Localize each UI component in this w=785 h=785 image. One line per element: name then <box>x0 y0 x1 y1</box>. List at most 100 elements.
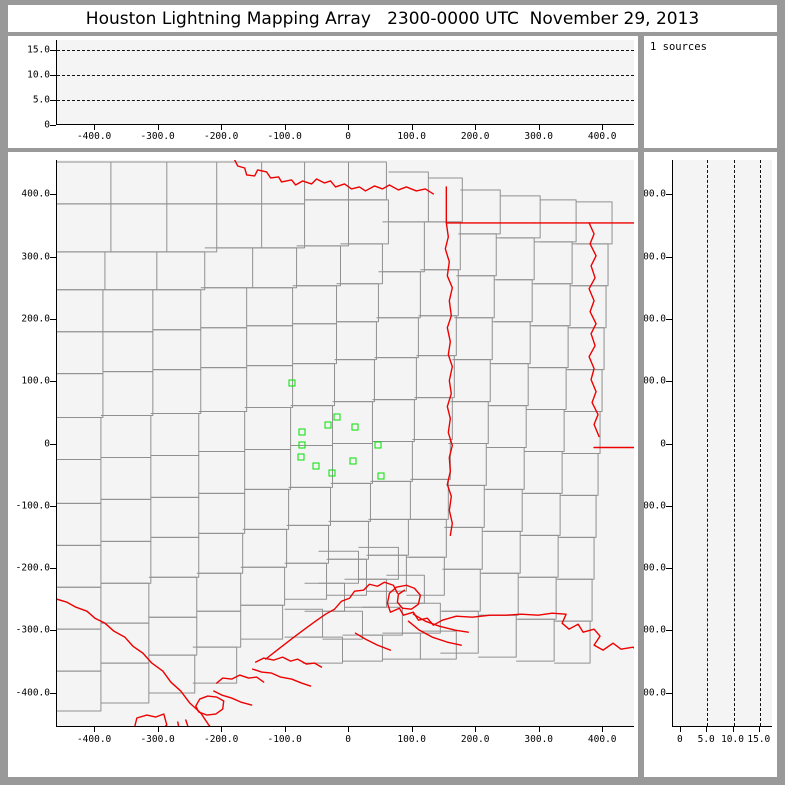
axis-tick-mark <box>50 100 56 101</box>
axis-tick-mark <box>666 568 672 570</box>
axis-tick-label: 100.0 <box>397 131 426 142</box>
axis-tick-mark <box>758 727 760 732</box>
gridline-vertical <box>733 160 735 726</box>
gridline-horizontal <box>57 75 634 76</box>
axis-tick-mark <box>348 125 350 130</box>
right-plot-area <box>672 160 772 727</box>
station-marker <box>333 413 341 421</box>
axis-tick-mark <box>50 194 56 196</box>
axis-tick-label: 0 <box>660 438 666 449</box>
title-bar: Houston Lightning Mapping Array 2300-000… <box>8 5 777 32</box>
axis-tick-label: 15.0 <box>27 44 50 56</box>
axis-tick-label: -400.0 <box>76 734 112 745</box>
axis-tick-mark <box>221 727 223 732</box>
axis-tick-label: -300.0 <box>644 624 666 636</box>
map-plot-area[interactable] <box>56 160 634 727</box>
axis-tick-label: 200.0 <box>21 313 50 325</box>
axis-tick-mark <box>679 727 681 732</box>
axis-tick-label: 100.0 <box>397 734 426 745</box>
axis-tick-label: 200.0 <box>460 734 490 745</box>
top-altitude-panel: 0 5.0 10.0 15.0 -400.0 -300.0 -200.0 -100.0 0 10… <box>8 36 638 148</box>
axis-tick-label: -400.0 <box>644 687 666 699</box>
station-marker <box>374 441 382 449</box>
axis-tick-mark <box>602 727 604 732</box>
axis-tick-mark <box>50 568 56 570</box>
axis-tick-label: 400.0 <box>587 734 617 745</box>
axis-tick-mark <box>50 630 56 632</box>
axis-tick-mark <box>221 125 223 130</box>
axis-tick-mark <box>50 443 56 445</box>
axis-tick-mark <box>666 505 672 507</box>
axis-tick-label: -200.0 <box>15 562 50 574</box>
gridline-horizontal <box>57 50 634 51</box>
axis-tick-label: -400.0 <box>76 131 112 142</box>
station-marker <box>351 423 359 431</box>
station-marker <box>312 462 320 470</box>
axis-tick-mark <box>706 727 708 732</box>
axis-tick-label: 300.0 <box>524 734 554 745</box>
axis-tick-mark <box>666 381 672 383</box>
station-marker <box>298 428 306 436</box>
axis-tick-mark <box>94 727 96 732</box>
axis-tick-label: 300.0 <box>21 251 50 263</box>
page-title: Houston Lightning Mapping Array 2300-000… <box>85 8 700 29</box>
station-marker <box>324 421 332 429</box>
axis-tick-mark <box>50 381 56 383</box>
axis-tick-label: 10.0 <box>27 69 50 81</box>
station-marker <box>297 453 305 461</box>
axis-tick-mark <box>475 727 477 732</box>
axis-tick-label: -100.0 <box>15 500 50 512</box>
axis-tick-label: 300.0 <box>524 131 554 142</box>
axis-tick-mark <box>50 50 56 51</box>
state-and-coast-borders <box>57 160 634 726</box>
axis-tick-mark <box>666 443 672 445</box>
main-map-panel: -400.0 -300.0 -200.0 -100.0 0 100.0 200.0 300.0… <box>8 152 638 777</box>
gridline-vertical <box>707 160 709 726</box>
axis-tick-label: 200.0 <box>460 131 490 142</box>
axis-tick-mark <box>666 318 672 320</box>
axis-tick-label: 100.0 <box>644 375 666 387</box>
axis-tick-mark <box>284 727 286 732</box>
axis-tick-mark <box>666 692 672 694</box>
gridline-horizontal <box>57 100 634 101</box>
sources-count-panel: 1 sources <box>644 36 777 148</box>
axis-tick-mark <box>411 727 413 732</box>
axis-tick-label: -100.0 <box>267 131 302 142</box>
axis-tick-label: -100.0 <box>644 500 666 512</box>
axis-tick-label: 10.0 <box>721 734 744 745</box>
axis-tick-label: 0 <box>44 119 50 131</box>
right-altitude-panel: -400.0 -300.0 -200.0 -100.0 0 100.0 200.0 300.0… <box>644 152 777 777</box>
top-plot-area <box>56 40 634 125</box>
axis-tick-label: -400.0 <box>15 687 50 699</box>
axis-tick-mark <box>50 75 56 76</box>
axis-tick-label: -300.0 <box>140 734 175 745</box>
axis-tick-mark <box>50 318 56 320</box>
station-marker <box>328 469 336 477</box>
station-marker <box>288 379 296 387</box>
sources-count-label: 1 sources <box>650 41 707 53</box>
axis-tick-label: -300.0 <box>15 624 50 636</box>
axis-tick-mark <box>666 630 672 632</box>
axis-tick-mark <box>50 125 56 126</box>
axis-tick-label: 0 <box>44 438 50 449</box>
axis-tick-mark <box>94 125 96 130</box>
axis-tick-mark <box>732 727 734 732</box>
station-marker <box>349 457 357 465</box>
axis-tick-mark <box>602 125 604 130</box>
axis-tick-mark <box>666 256 672 258</box>
gridline-vertical <box>759 160 761 726</box>
axis-tick-mark <box>666 194 672 196</box>
axis-tick-label: -200.0 <box>203 734 239 745</box>
axis-tick-label: 5.0 <box>32 94 50 106</box>
station-marker <box>298 441 306 449</box>
axis-tick-mark <box>284 125 286 130</box>
axis-tick-label: 100.0 <box>21 375 50 387</box>
axis-tick-label: -300.0 <box>140 131 175 142</box>
axis-tick-mark <box>538 727 540 732</box>
county-borders <box>57 161 613 712</box>
axis-tick-label: 200.0 <box>644 313 666 325</box>
axis-tick-label: 0 <box>677 734 683 745</box>
map-geography-layer <box>57 160 634 726</box>
axis-tick-label: -200.0 <box>203 131 239 142</box>
